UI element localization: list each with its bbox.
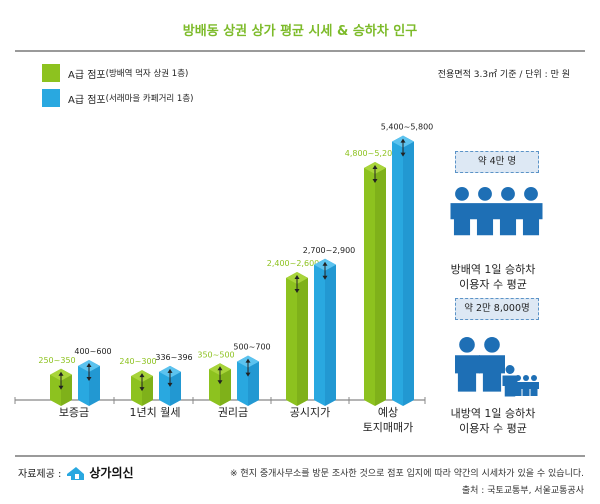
panel-top-line2: 이용자 수 평균	[459, 278, 527, 291]
bar-side	[220, 363, 231, 406]
data-label: 2,400~2,600	[267, 259, 320, 268]
category-label: 권리금	[217, 406, 249, 419]
bar: 336~396	[155, 353, 193, 406]
data-label: 336~396	[155, 353, 192, 362]
badge-top: 약 4만 명	[455, 151, 539, 173]
top-divider	[15, 50, 585, 52]
bar-body	[314, 258, 336, 406]
category-label: 공시지가	[289, 406, 331, 419]
bar-side	[89, 360, 100, 406]
bar-body	[209, 363, 231, 406]
person-body	[502, 375, 518, 397]
house-logo-icon	[67, 466, 85, 480]
data-label: 400~600	[74, 347, 111, 356]
data-label: 4,800~5,200	[345, 149, 398, 158]
person-body	[473, 203, 497, 236]
person-icon	[478, 187, 492, 201]
bar: 500~700	[233, 343, 271, 406]
range-arrowheads	[217, 366, 223, 385]
category-label: 예상 토지매매가	[362, 406, 414, 434]
person-icon	[524, 187, 538, 201]
bar-body	[364, 162, 386, 406]
range-arrowheads	[245, 358, 251, 377]
bar-side	[248, 355, 259, 406]
legend-swatch-blue	[42, 89, 60, 107]
range-arrowheads	[167, 368, 173, 387]
person-icon	[531, 375, 537, 381]
bar-chart: 250~350 240~300 350~500 2,400~2,600 4,800~5,…	[14, 123, 434, 406]
data-label: 500~700	[233, 343, 270, 352]
bar-body	[286, 272, 308, 406]
panel-bottom-line1: 내방역 1일 승하차	[450, 407, 536, 420]
person-body	[450, 203, 474, 236]
range-arrowheads	[139, 373, 145, 392]
person-body	[496, 203, 520, 236]
range-arrowheads	[372, 165, 378, 183]
bar: 5,400~5,800	[381, 123, 434, 406]
bar-body	[78, 360, 100, 406]
legend-sublabel: (방배역 먹자 상권 1층)	[105, 69, 189, 79]
person-icon	[505, 365, 515, 374]
person-icon	[501, 187, 515, 201]
bar-side	[325, 258, 336, 406]
bar: 400~600	[74, 347, 112, 406]
bar-side	[297, 272, 308, 406]
bar: 4,800~5,200	[345, 149, 398, 406]
person-icon	[523, 375, 529, 381]
bar: 2,700~2,900	[303, 246, 356, 406]
data-label: 2,700~2,900	[303, 246, 356, 255]
panel-bottom-line2: 이용자 수 평균	[459, 422, 527, 435]
category-label: 보증금	[58, 406, 90, 419]
logo-text: 상가의신	[89, 466, 134, 480]
bar-side	[375, 162, 386, 406]
unit-note: 전용면적 3.3㎡ 기준 / 단위 : 만 원	[437, 70, 570, 80]
bottom-divider	[15, 455, 585, 457]
person-icon	[455, 187, 469, 201]
chart-title: 방배동 상권 상가 평균 시세 & 승하차 인구	[182, 24, 418, 39]
person-body	[455, 355, 480, 392]
people-group-icon	[450, 187, 543, 236]
legend-sublabel: (서래마을 카페거리 1층)	[105, 94, 194, 104]
legend-label: A급 점포	[68, 94, 106, 106]
person-body	[521, 382, 531, 396]
source-note: 출처 : 국토교통부, 서울교통공사	[461, 486, 584, 496]
person-body	[529, 382, 539, 396]
data-label: 5,400~5,800	[381, 123, 434, 132]
range-arrowheads	[294, 275, 300, 293]
family-people-icon	[455, 337, 539, 397]
badge-bottom: 약 2만 8,000명	[455, 298, 539, 320]
range-arrowheads	[322, 261, 328, 280]
range-arrowheads	[400, 138, 406, 157]
bar: 250~350	[38, 356, 76, 406]
person-icon	[515, 375, 521, 381]
legend-item-green: A급 점포 (방배역 먹자 상권 1층)	[42, 64, 188, 82]
person-body	[519, 203, 543, 236]
data-label: 250~350	[38, 356, 75, 365]
person-body	[513, 382, 523, 396]
legend-item-blue: A급 점포 (서래마을 카페거리 1층)	[42, 89, 193, 107]
bar: 240~300	[119, 357, 157, 406]
bar: 350~500	[197, 350, 235, 406]
person-body	[479, 355, 505, 392]
range-arrowheads	[58, 371, 64, 390]
legend-label: A급 점포	[68, 69, 106, 81]
data-label: 350~500	[197, 350, 234, 359]
person-icon	[459, 337, 475, 353]
bar-body	[392, 135, 414, 406]
category-label: 1년치 월세	[129, 406, 181, 419]
panel-top-line1: 방배역 1일 승하차	[450, 263, 536, 276]
person-icon	[484, 337, 500, 353]
bar: 2,400~2,600	[267, 259, 320, 406]
footnote: ※ 현지 중개사무소를 방문 조사한 것으로 점포 입지에 따라 약간의 시세차…	[230, 469, 584, 479]
provider-label: 자료제공 :	[18, 469, 62, 480]
data-label: 240~300	[119, 357, 156, 366]
bar-body	[237, 355, 259, 406]
bar-side	[403, 135, 414, 406]
range-arrowheads	[86, 363, 92, 381]
provider: 자료제공 : 상가의신	[18, 464, 134, 481]
legend-swatch-green	[42, 64, 60, 82]
